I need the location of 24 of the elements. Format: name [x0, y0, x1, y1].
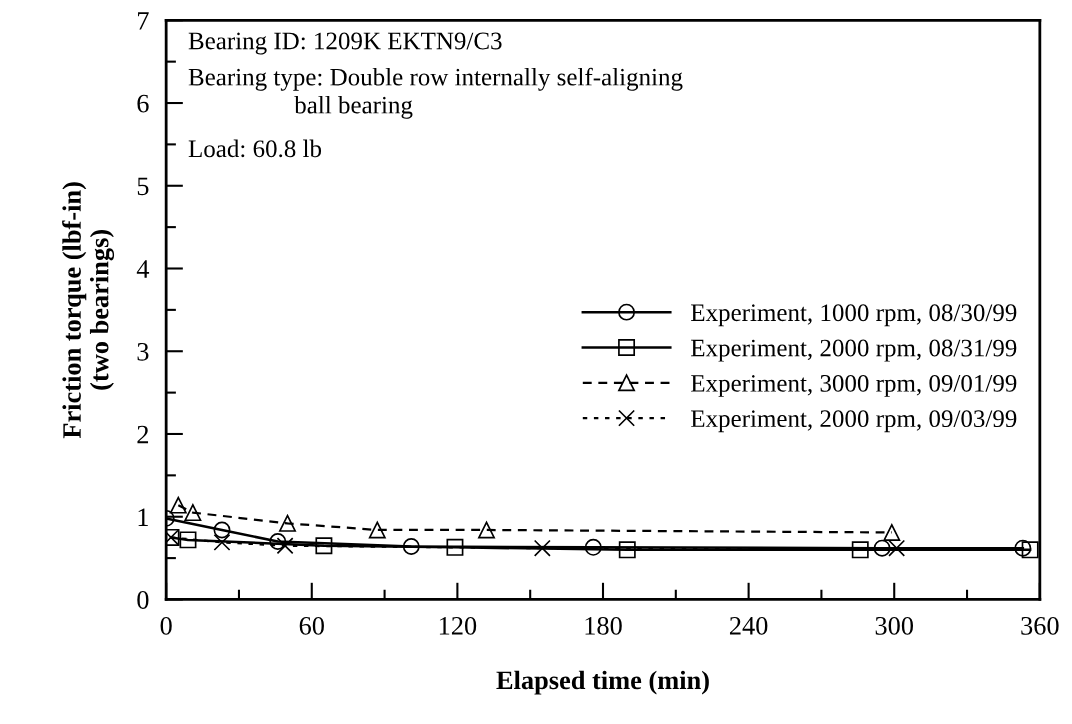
x-tick-label: 60 — [299, 616, 324, 635]
y-tick-label: 4 — [136, 260, 150, 278]
x-tick-label: 180 — [585, 616, 622, 635]
y-tick-label: 1 — [138, 508, 148, 526]
x-tick-label: 360 — [1021, 616, 1059, 635]
legend-label: Experiment, 1000 rpm, 08/30/99 — [691, 304, 1017, 327]
y-tick-label: 7 — [138, 12, 149, 30]
y-tick-label: 5 — [137, 177, 149, 196]
legend-label: Experiment, 2000 rpm, 09/03/99 — [691, 410, 1017, 433]
y-tick-label: 0 — [137, 591, 149, 609]
legend-label: Experiment, 2000 rpm, 08/31/99 — [691, 339, 1017, 362]
annotation: Bearing type: Double row internally self-aligning ball bearing — [188, 67, 683, 119]
x-axis-title: Elapsed time (min) — [496, 670, 709, 695]
y-tick-label: 2 — [137, 425, 149, 444]
x-tick-label: 120 — [439, 616, 477, 635]
y-tick-label: 6 — [137, 94, 149, 113]
x-tick-label: 300 — [875, 616, 914, 635]
annotation: Load: 60.8 lb — [188, 139, 322, 158]
legend-label: Experiment, 3000 rpm, 09/01/99 — [691, 374, 1017, 397]
y-axis-title: Friction torque (lbf-in) (two bearings) — [62, 182, 115, 439]
x-tick-label: 0 — [160, 616, 172, 635]
x-tick-label: 240 — [729, 616, 768, 635]
annotation: Bearing ID: 1209K EKTN9/C3 — [188, 32, 502, 55]
y-tick-label: 3 — [137, 342, 149, 361]
